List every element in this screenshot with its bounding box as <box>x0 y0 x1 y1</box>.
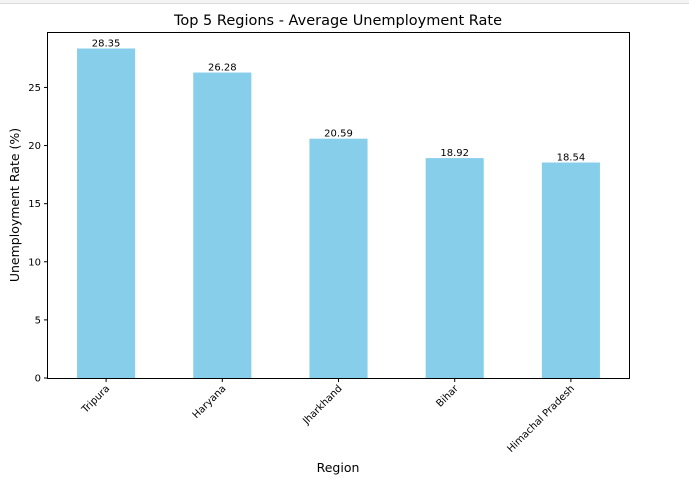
bar-haryana <box>193 72 252 378</box>
x-tick-label: Tripura <box>79 383 112 416</box>
y-tick-label: 10 <box>28 257 41 268</box>
y-tick-label: 15 <box>28 199 41 210</box>
data-label: 26.28 <box>208 63 237 74</box>
chart-title: Top 5 Regions - Average Unemployment Rat… <box>173 13 502 29</box>
bar-himachal-pradesh <box>541 162 600 378</box>
data-label: 20.59 <box>324 129 353 140</box>
data-label: 18.54 <box>557 153 586 164</box>
x-tick-label: Jharkhand <box>300 383 344 427</box>
x-axis-label: Region <box>317 460 360 475</box>
data-label: 18.92 <box>440 148 469 159</box>
y-tick-label: 20 <box>28 141 41 152</box>
top-border <box>0 0 689 4</box>
bar-bihar <box>425 158 484 378</box>
bars: 28.35 26.28 20.59 18.92 18.54 <box>77 39 600 378</box>
y-axis-ticks: 0 5 10 15 20 25 <box>28 83 48 385</box>
bar-tripura <box>77 48 136 378</box>
data-label: 28.35 <box>92 39 121 50</box>
x-axis-ticks: Tripura Haryana Jharkhand Bihar Himachal Pra… <box>79 378 577 455</box>
y-axis-label: Unemployment Rate (%) <box>7 128 22 282</box>
y-tick-label: 0 <box>35 374 41 385</box>
bar-jharkhand <box>309 138 368 378</box>
x-tick-label: Himachal Pradesh <box>505 383 577 455</box>
y-tick-label: 25 <box>28 83 41 94</box>
x-tick-label: Haryana <box>191 383 229 421</box>
x-tick-label: Bihar <box>435 383 462 410</box>
y-tick-label: 5 <box>35 315 41 326</box>
